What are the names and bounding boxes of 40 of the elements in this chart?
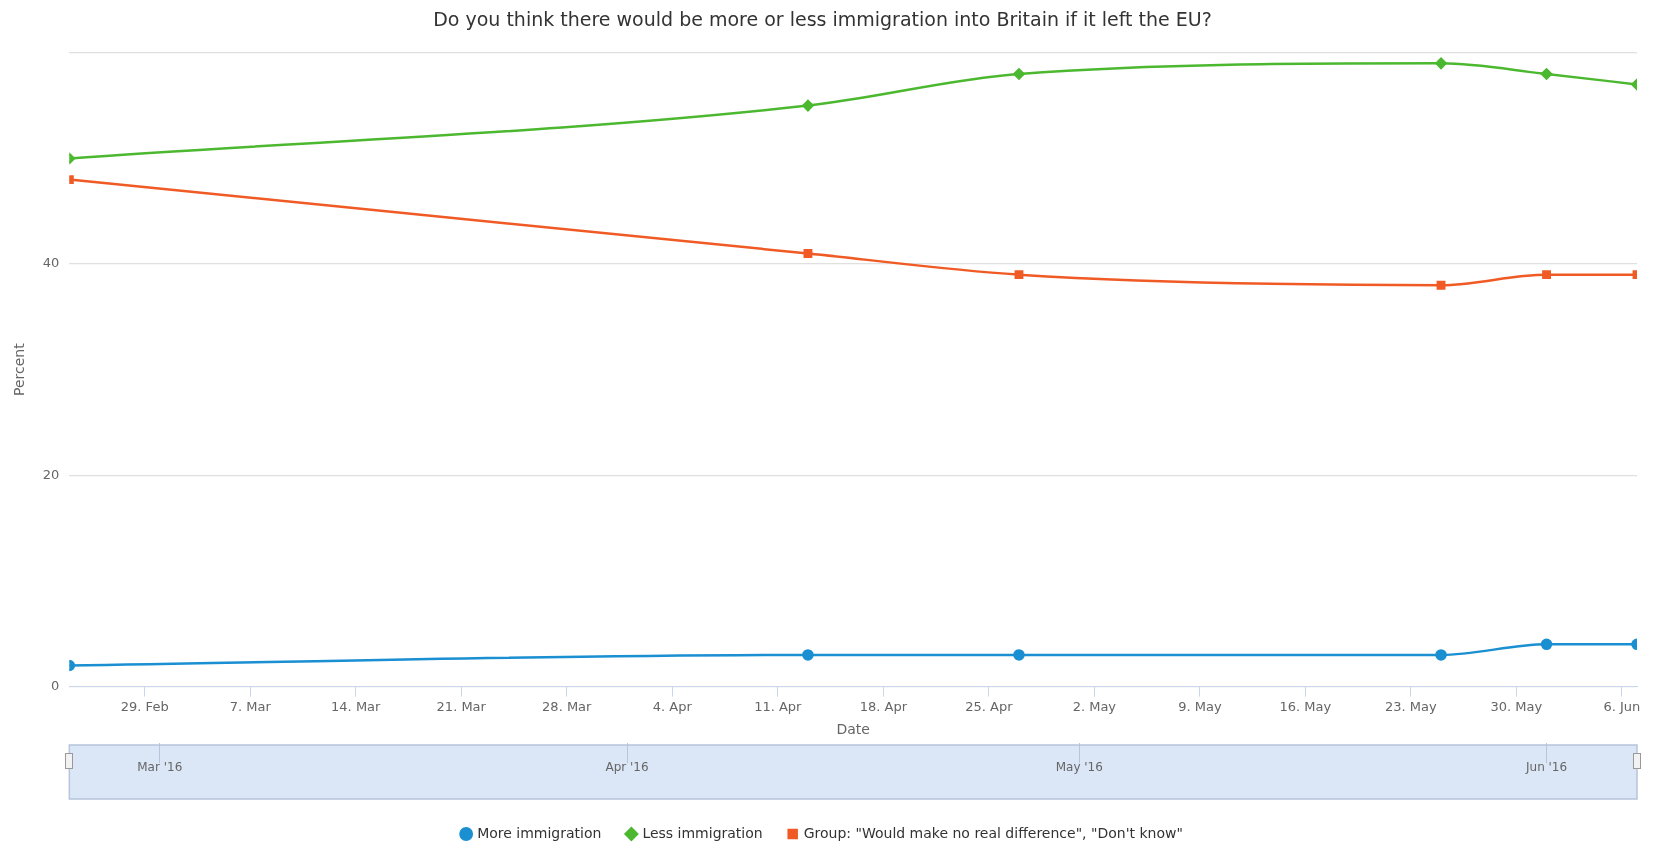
legend-label: More immigration xyxy=(477,824,602,841)
x-tick-label: 16. May xyxy=(1279,698,1332,714)
x-tick-label: 29. Feb xyxy=(120,698,169,714)
y-tick-label: 40 xyxy=(42,255,60,271)
x-tick-label: 30. May xyxy=(1490,698,1543,714)
x-tick-label: 28. Mar xyxy=(542,698,593,714)
point xyxy=(1436,280,1446,290)
x-tick-label: 11. Apr xyxy=(754,698,803,714)
x-tick-label: 4. Apr xyxy=(652,698,693,714)
chart-title: Do you think there would be more or less immigration into Britain if it left the EU? xyxy=(433,8,1212,31)
legend-label: Less immigration xyxy=(642,824,763,841)
legend-label: Group: "Would make no real difference", "Don't know" xyxy=(803,824,1183,841)
x-axis-title: Date xyxy=(836,721,870,738)
point xyxy=(1540,638,1553,651)
x2-tick-label: Jun '16 xyxy=(1524,760,1568,775)
y-axis-title: Percent xyxy=(11,342,28,397)
x2-tick-label: May '16 xyxy=(1055,760,1103,775)
x-tick-label: 7. Mar xyxy=(229,698,272,714)
x-tick-label: 23. May xyxy=(1385,698,1438,714)
x-tick-label: 6. Jun xyxy=(1603,698,1641,714)
x-tick-label: 9. May xyxy=(1178,698,1222,714)
point xyxy=(1435,57,1447,70)
x-tick-label: 14. Mar xyxy=(331,698,382,714)
x-tick-label: 21. Mar xyxy=(436,698,487,714)
point xyxy=(802,99,814,112)
x-tick-label: 18. Apr xyxy=(859,698,908,714)
point xyxy=(1013,68,1025,80)
x-tick-label: 2. May xyxy=(1072,698,1117,714)
point xyxy=(1014,270,1024,280)
point xyxy=(1013,649,1025,661)
x-tick-label: 25. Apr xyxy=(965,698,1014,714)
point xyxy=(803,249,813,258)
point xyxy=(1542,270,1551,280)
y-tick-label: 20 xyxy=(42,466,60,482)
point xyxy=(1435,649,1447,661)
point xyxy=(1540,68,1553,80)
x2-tick-label: Mar '16 xyxy=(137,760,183,775)
x2-tick-label: Apr '16 xyxy=(605,760,649,775)
y-tick-label: 0 xyxy=(51,677,60,693)
point xyxy=(802,649,814,661)
